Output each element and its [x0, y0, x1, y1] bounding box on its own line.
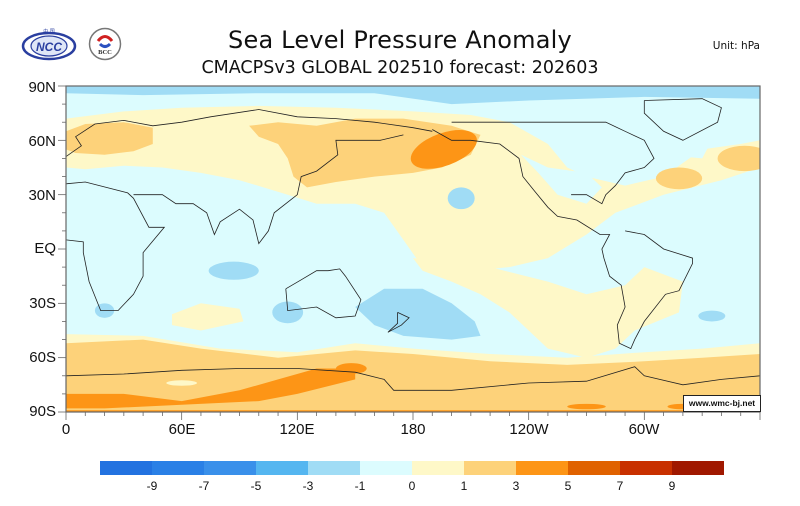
coastlines [66, 98, 760, 391]
anomaly-region [355, 288, 481, 340]
y-tick-label: 90S [29, 403, 56, 420]
legend-swatch [672, 461, 724, 475]
y-tick-label: 30N [28, 187, 56, 204]
coastline-new-zealand [387, 312, 410, 333]
map-subtitle: CMACPSv3 GLOBAL 202510 forecast: 202603 [201, 58, 599, 78]
x-tick-label: 120E [279, 421, 315, 438]
coastline-antarctica [66, 366, 760, 391]
coastline-eurasia [66, 109, 433, 157]
unit-label: Unit: hPa [712, 40, 760, 52]
anomaly-region [447, 187, 475, 210]
anomaly-region [66, 105, 760, 277]
legend-label: 3 [512, 479, 520, 493]
coastline-australia [285, 268, 362, 319]
anomaly-region [172, 303, 244, 331]
coastline-north-america [451, 121, 655, 205]
legend-label: -5 [250, 479, 262, 493]
legend-swatch [100, 461, 152, 475]
legend-swatch [412, 461, 464, 475]
y-tick-label: EQ [34, 240, 56, 257]
coastline-greenland [643, 98, 722, 141]
svg-text:中 国: 中 国 [43, 28, 55, 35]
y-tick-label: 90N [28, 79, 56, 96]
anomaly-field [66, 86, 760, 412]
credit-link[interactable]: www.wmc-bj.net [683, 395, 761, 412]
anomaly-region [208, 261, 259, 280]
legend-label: 9 [668, 479, 676, 493]
coastline-africa [66, 181, 166, 311]
anomaly-region [521, 154, 602, 204]
anomaly-region [698, 310, 726, 322]
anomaly-region [166, 380, 198, 386]
anomaly-region [413, 258, 683, 358]
legend-label: -1 [354, 479, 366, 493]
laurel-icon [21, 31, 77, 61]
legend-swatch [516, 461, 568, 475]
anomaly-region [272, 301, 304, 324]
legend-label: 5 [564, 479, 572, 493]
y-tick-label: 30S [29, 295, 56, 312]
anomaly-region [66, 368, 356, 409]
x-tick-label: 120W [509, 421, 549, 438]
legend-label: -3 [302, 479, 314, 493]
anomaly-region [615, 107, 712, 159]
anomaly-region [66, 122, 153, 155]
anomaly-region [717, 145, 760, 172]
map-title: Sea Level Pressure Anomaly [228, 26, 572, 54]
svg-text:NCC: NCC [36, 40, 62, 54]
anomaly-region [66, 86, 760, 105]
swirl-icon [96, 35, 114, 42]
coastline-asia [133, 134, 404, 245]
legend-swatch [152, 461, 204, 475]
legend-label: 1 [460, 479, 468, 493]
legend-swatch [256, 461, 308, 475]
x-tick-label: 180 [400, 421, 426, 438]
y-tick-label: 60S [29, 349, 56, 366]
x-tick-label: 0 [61, 421, 71, 438]
legend-swatch [360, 461, 412, 475]
color-legend [100, 461, 724, 475]
legend-swatch [620, 461, 672, 475]
x-tick-label: 60E [168, 421, 196, 438]
ncc-logo: NCC 中 国 [21, 28, 77, 61]
anomaly-region [249, 118, 481, 188]
x-tick-label: 60W [628, 421, 660, 438]
legend-label: 0 [408, 479, 416, 493]
legend-swatch [308, 461, 360, 475]
svg-text:BCC: BCC [98, 49, 112, 56]
y-tick-label: 60N [28, 133, 56, 150]
legend-label: -9 [146, 479, 158, 493]
legend-swatch [568, 461, 620, 475]
legend-swatch [464, 461, 516, 475]
legend-label: -7 [198, 479, 210, 493]
legend-label: 7 [616, 479, 624, 493]
axis-ticks [58, 85, 761, 420]
coastline-americas [432, 129, 693, 350]
anomaly-region [410, 130, 477, 169]
anomaly-region [567, 403, 606, 410]
bcc-logo: BCC [88, 27, 122, 61]
legend-swatch [204, 461, 256, 475]
anomaly-region [655, 167, 703, 190]
